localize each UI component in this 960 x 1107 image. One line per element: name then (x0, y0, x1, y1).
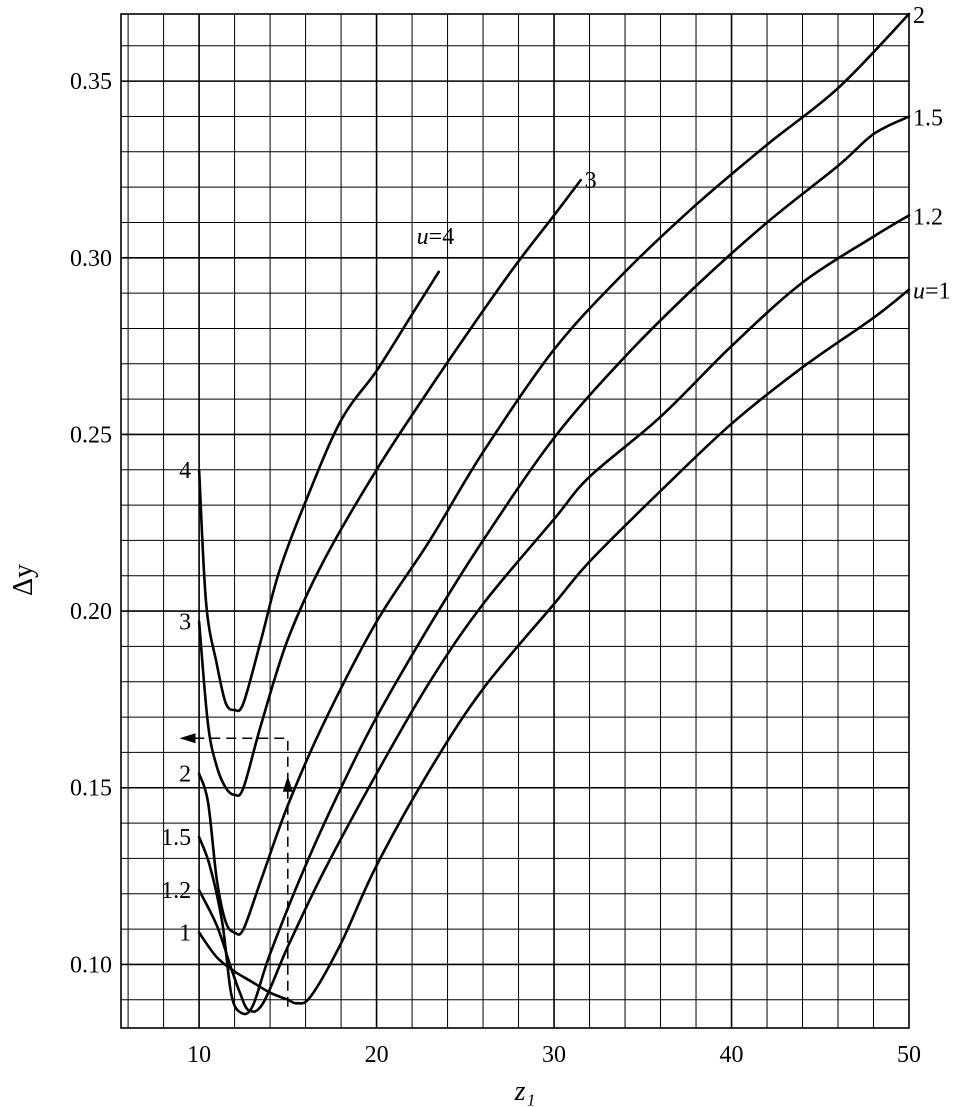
series-curve (197, 178, 582, 797)
series-curve (197, 115, 911, 1016)
x-axis-label: z₁ (514, 1076, 536, 1107)
series-labels: 4 u=4 3 3 2 2 1.5 1.5 1.2 1.2 1 u=1 (161, 3, 950, 947)
y-axis-label: Δy (8, 564, 39, 596)
series-label-start: 2 (179, 762, 191, 788)
guide-annotation (179, 733, 293, 1007)
series-label-start: 1.2 (161, 878, 191, 904)
x-tick-label: 50 (897, 1042, 921, 1068)
y-tick-label: 0.10 (70, 952, 112, 978)
series-curve (197, 288, 911, 1005)
tick-labels: 10 20 30 40 50 0.10 0.15 0.20 0.25 0.30 0.35 (70, 69, 921, 1068)
guide-arrow-left-icon (179, 733, 196, 744)
guide-arrow-up-icon (282, 775, 293, 792)
y-tick-label: 0.20 (70, 599, 112, 625)
y-tick-label: 0.30 (70, 246, 112, 272)
guide-dashed-line (183, 737, 289, 1007)
plot-frame (120, 13, 910, 1029)
grid (120, 13, 910, 1029)
series-curve (197, 12, 911, 936)
series-label-end: 2 (913, 3, 925, 29)
series-curves (197, 12, 911, 1016)
x-tick-label: 40 (720, 1042, 744, 1068)
y-tick-label: 0.25 (70, 422, 112, 448)
series-label-start: 4 (179, 458, 191, 484)
x-tick-label: 30 (542, 1042, 566, 1068)
series-label-end: u=1 (913, 279, 951, 305)
series-curve (197, 270, 440, 713)
series-label-start: 1.5 (161, 825, 191, 851)
series-curve (197, 214, 911, 1013)
series-label-start: 1 (179, 921, 191, 947)
y-tick-label: 0.35 (70, 69, 112, 95)
x-tick-label: 10 (187, 1042, 211, 1068)
series-label-end: 1.5 (913, 105, 943, 131)
series-label-start: 3 (179, 610, 191, 636)
y-tick-label: 0.15 (70, 776, 112, 802)
series-label-end: u=4 (417, 224, 455, 250)
series-label-end: 1.2 (913, 204, 943, 230)
series-label-end: 3 (585, 168, 597, 194)
x-tick-label: 20 (365, 1042, 389, 1068)
